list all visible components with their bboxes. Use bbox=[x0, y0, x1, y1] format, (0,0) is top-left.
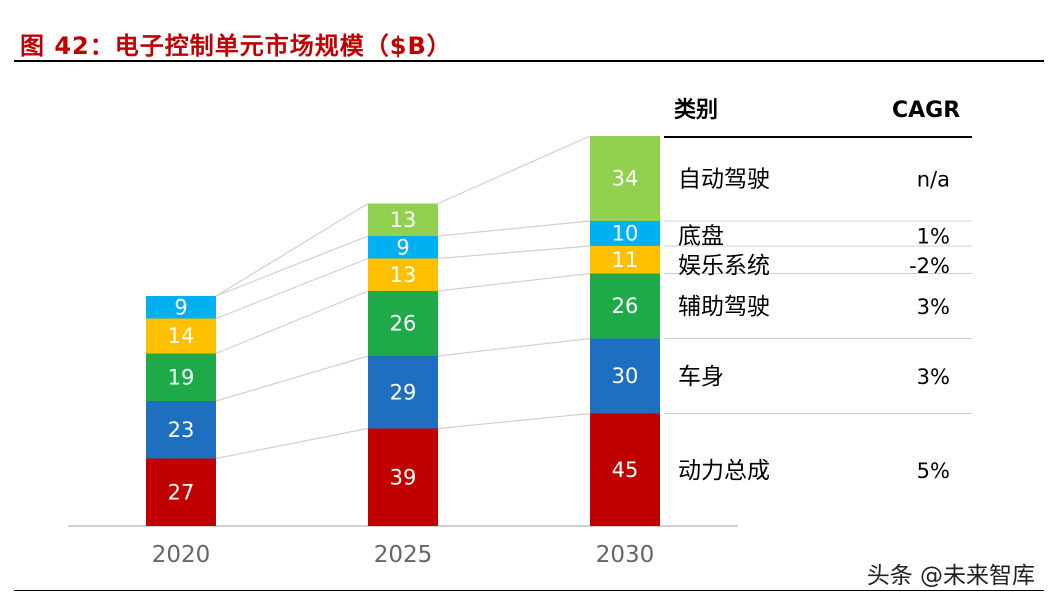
bar-chassis-2020 bbox=[146, 296, 216, 319]
legend-category-autonomous: 自动驾驶 bbox=[678, 167, 770, 193]
connector-infotainment-2020 bbox=[215, 257, 369, 320]
bar-adas-2020 bbox=[146, 353, 216, 401]
bar-infotainment-2020 bbox=[146, 318, 216, 354]
bar-autonomous-2025 bbox=[368, 203, 438, 236]
connector-adas-2025 bbox=[437, 272, 591, 292]
bar-body-2030 bbox=[590, 338, 660, 414]
connector-body-2020 bbox=[215, 355, 369, 402]
legend-cagr-autonomous: n/a bbox=[917, 168, 950, 192]
connector-lines bbox=[215, 135, 591, 460]
bottom-divider bbox=[14, 590, 1044, 591]
legend-category-infotainment: 娱乐系统 bbox=[678, 253, 770, 279]
value-label-body-2025: 29 bbox=[390, 380, 417, 404]
bar-adas-2030 bbox=[590, 273, 660, 339]
legend-cagr-body: 3% bbox=[917, 365, 950, 389]
connector-powertrain-2020 bbox=[215, 427, 369, 460]
value-label-autonomous-2025: 13 bbox=[390, 208, 417, 232]
connector-adas-2020 bbox=[215, 290, 369, 355]
category-column-header: 类别 bbox=[674, 98, 718, 123]
bar-infotainment-2025 bbox=[368, 258, 438, 291]
bar-autonomous-2030 bbox=[590, 136, 660, 221]
value-label-chassis-2020: 9 bbox=[174, 295, 187, 319]
bar-infotainment-2030 bbox=[590, 246, 660, 274]
legend-category-powertrain: 动力总成 bbox=[678, 458, 770, 484]
legend-cagr-infotainment: -2% bbox=[909, 254, 950, 278]
connector-body-2025 bbox=[437, 337, 591, 357]
legend-cagr-powertrain: 5% bbox=[917, 459, 950, 483]
category-table: 类别 CAGR 动力总成 5% 车身 3% 辅助驾驶 3% 娱乐系统 -2% 底盘 1% 自动驾驶 n… bbox=[664, 98, 972, 484]
figure-title: 图 42：电子控制单元市场规模（$B） bbox=[20, 32, 452, 60]
x-tick-labels: 2020 2025 2030 bbox=[152, 542, 655, 568]
bar-body-2025 bbox=[368, 356, 438, 429]
value-label-infotainment-2020: 14 bbox=[168, 324, 195, 348]
bar-powertrain-2025 bbox=[368, 428, 438, 526]
bar-body-2020 bbox=[146, 401, 216, 459]
x-tick-2020: 2020 bbox=[152, 542, 211, 568]
legend-category-adas: 辅助驾驶 bbox=[678, 294, 770, 320]
connector-chassis-2020 bbox=[215, 235, 369, 297]
bar-adas-2025 bbox=[368, 291, 438, 356]
connector-powertrain-2025 bbox=[437, 412, 591, 430]
connector-chassis-2025 bbox=[437, 220, 591, 237]
connector-infotainment-2025 bbox=[437, 245, 591, 260]
bar-powertrain-2020 bbox=[146, 458, 216, 526]
value-label-infotainment-2025: 13 bbox=[390, 263, 417, 287]
value-label-powertrain-2020: 27 bbox=[168, 480, 195, 504]
bar-powertrain-2030 bbox=[590, 413, 660, 526]
legend-category-chassis: 底盘 bbox=[678, 224, 724, 250]
value-label-autonomous-2030: 34 bbox=[612, 167, 639, 191]
connector-top-2020 bbox=[215, 202, 369, 297]
value-label-body-2020: 23 bbox=[168, 418, 195, 442]
value-label-adas-2020: 19 bbox=[168, 365, 195, 389]
value-label-chassis-2030: 10 bbox=[612, 222, 639, 246]
title-divider bbox=[14, 60, 1044, 62]
bar-chassis-2030 bbox=[590, 221, 660, 246]
watermark: 头条 @未来智库 bbox=[866, 563, 1035, 589]
bar-chassis-2025 bbox=[368, 236, 438, 259]
value-label-chassis-2025: 9 bbox=[396, 235, 409, 259]
legend-cagr-adas: 3% bbox=[917, 295, 950, 319]
value-label-powertrain-2025: 39 bbox=[390, 465, 417, 489]
value-label-infotainment-2030: 11 bbox=[612, 248, 639, 272]
cagr-column-header: CAGR bbox=[892, 98, 960, 123]
value-label-adas-2025: 26 bbox=[390, 312, 417, 336]
x-tick-2025: 2025 bbox=[374, 542, 433, 568]
value-label-powertrain-2030: 45 bbox=[612, 458, 639, 482]
value-label-body-2030: 30 bbox=[612, 364, 639, 388]
legend-cagr-chassis: 1% bbox=[917, 225, 950, 249]
legend-category-body: 车身 bbox=[678, 364, 724, 390]
value-label-adas-2030: 26 bbox=[612, 294, 639, 318]
connector-autonomous-2025 bbox=[437, 135, 591, 205]
x-tick-2030: 2030 bbox=[596, 542, 655, 568]
